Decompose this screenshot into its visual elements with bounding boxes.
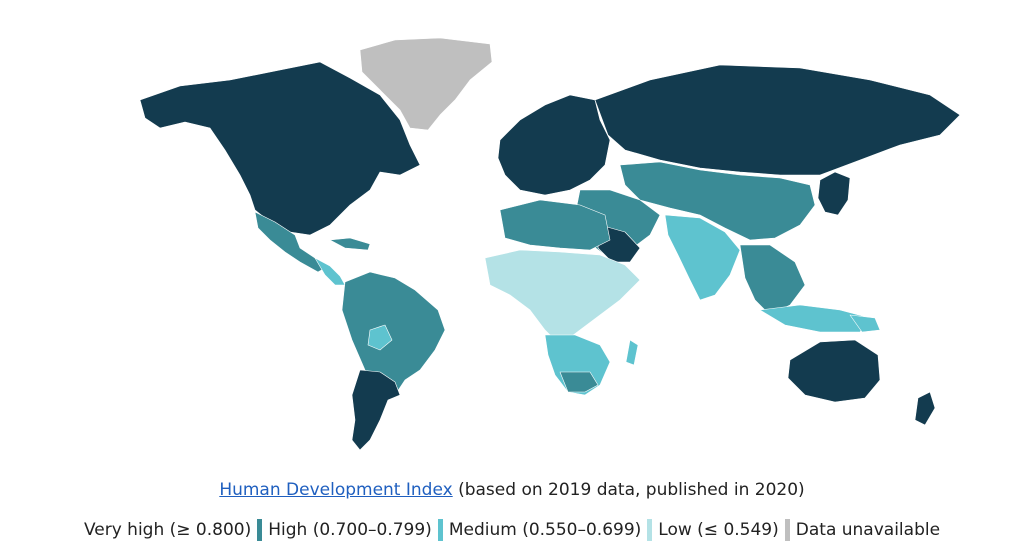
map-legend: Very high (≥ 0.800) High (0.700–0.799) M… xyxy=(0,519,1024,541)
region-bolivia xyxy=(367,324,393,351)
region-mexico xyxy=(254,211,326,273)
legend-item-high: High (0.700–0.799) xyxy=(268,519,449,541)
legend-item-unavailable: Data unavailable xyxy=(796,520,940,540)
legend-label-medium: Medium (0.550–0.699) xyxy=(448,520,642,540)
region-europe xyxy=(497,94,611,196)
region-south-asia xyxy=(664,214,741,301)
region-north-africa xyxy=(499,199,611,251)
legend-label-unavailable: Data unavailable xyxy=(795,520,941,540)
legend-swatch-medium xyxy=(437,519,443,541)
region-southeast-asia xyxy=(739,244,806,316)
legend-label-high: High (0.700–0.799) xyxy=(268,520,432,540)
hdi-link[interactable]: Human Development Index xyxy=(219,480,453,500)
region-caribbean xyxy=(329,237,371,251)
region-southern-cone xyxy=(351,369,401,451)
region-new-zealand xyxy=(914,391,936,426)
region-greenland xyxy=(359,37,493,131)
region-australia xyxy=(787,339,881,403)
legend-label-very-high: Very high (≥ 0.800) xyxy=(83,520,252,540)
legend-label-low: Low (≤ 0.549) xyxy=(658,520,779,540)
legend-swatch-unavailable xyxy=(784,519,790,541)
legend-swatch-low xyxy=(647,519,653,541)
region-north-america xyxy=(139,61,421,236)
legend-item-very-high: Very high (≥ 0.800) xyxy=(84,519,268,541)
region-central-america xyxy=(314,257,346,286)
world-map xyxy=(139,37,961,451)
legend-item-medium: Medium (0.550–0.699) xyxy=(449,519,658,541)
region-png xyxy=(849,314,881,333)
legend-swatch-high xyxy=(257,519,263,541)
map-caption: Human Development Index (based on 2019 d… xyxy=(0,480,1024,500)
region-central-asia xyxy=(619,161,816,241)
region-sahel xyxy=(484,249,641,346)
region-madagascar xyxy=(625,339,639,366)
legend-item-low: Low (≤ 0.549) xyxy=(658,519,795,541)
region-south-africa xyxy=(559,371,599,393)
region-south-america xyxy=(341,271,446,396)
caption-detail: (based on 2019 data, published in 2020) xyxy=(452,480,805,500)
region-russia xyxy=(594,64,961,176)
region-japan-korea xyxy=(817,171,851,216)
